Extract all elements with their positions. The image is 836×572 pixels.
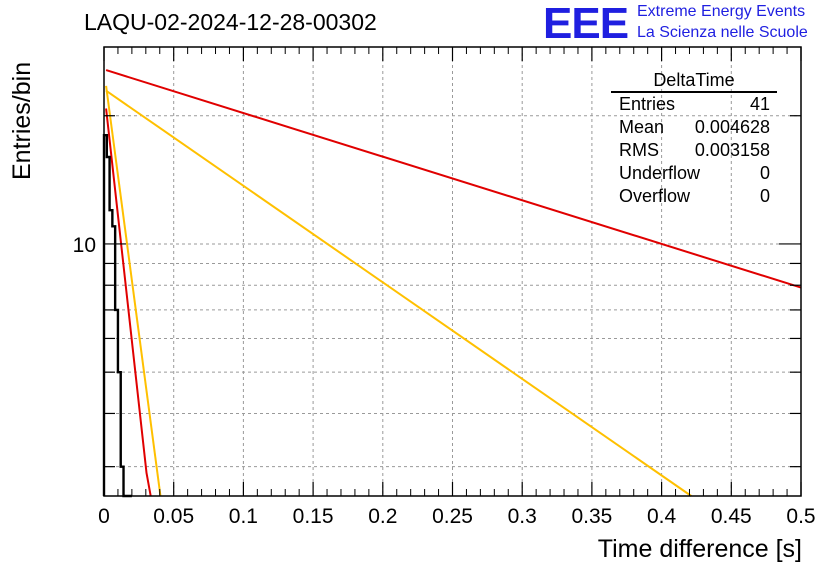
logo-line-2: La Scienza nelle Scuole <box>637 24 808 41</box>
stats-value: 0.004628 <box>694 117 770 137</box>
stats-row-mean: Mean 0.004628 <box>611 116 777 139</box>
chart-title: LAQU-02-2024-12-28-00302 <box>84 9 377 35</box>
curves <box>102 69 802 498</box>
logo-line-1: Extreme Energy Events <box>637 3 806 20</box>
stats-row-entries: Entries 41 <box>611 93 777 116</box>
stats-row-underflow: Underflow 0 <box>611 162 777 185</box>
stats-row-overflow: Overflow 0 <box>611 185 777 208</box>
x-tick-label: 0.45 <box>711 505 752 528</box>
x-tick-label: 0 <box>98 505 110 528</box>
stats-label: Underflow <box>619 163 701 183</box>
stats-value: 0 <box>759 163 770 183</box>
x-tick-label: 0.25 <box>432 505 473 528</box>
stats-value: 0 <box>759 186 770 206</box>
fit-curve <box>105 108 152 497</box>
eee-logo-mark: EEE <box>543 0 629 48</box>
stats-value: 0.003158 <box>694 140 770 160</box>
x-tick-label: 0.05 <box>153 505 194 528</box>
stats-box: DeltaTime Entries 41 Mean 0.004628 RMS 0… <box>611 70 777 208</box>
x-axis-label: Time difference [s] <box>597 535 802 563</box>
y-axis-label: Entries/bin <box>8 61 36 180</box>
x-tick-label: 0.3 <box>508 505 537 528</box>
x-tick-label: 0.2 <box>368 505 397 528</box>
x-tick-label: 0.1 <box>229 505 258 528</box>
stats-label: Mean <box>619 117 665 137</box>
stats-row-rms: RMS 0.003158 <box>611 139 777 162</box>
tick-labels: 0 0.05 0.1 0.15 0.2 0.25 0.3 0.35 0.4 0.45 0.5 10 <box>73 234 816 528</box>
stats-value: 41 <box>749 94 770 114</box>
fit-curve <box>105 69 802 289</box>
histogram-series <box>102 134 132 498</box>
plot-frame <box>103 46 802 497</box>
stats-label: Overflow <box>619 186 691 206</box>
stats-label: RMS <box>619 140 659 160</box>
x-tick-label: 0.35 <box>571 505 612 528</box>
fit-curve <box>105 85 162 497</box>
stats-label: Entries <box>619 94 676 114</box>
grid <box>104 47 801 496</box>
y-tick-label: 10 <box>73 234 96 257</box>
x-tick-label: 0.4 <box>647 505 677 528</box>
x-tick-label: 0.5 <box>786 505 815 528</box>
stats-title: DeltaTime <box>611 70 777 93</box>
x-tick-label: 0.15 <box>293 505 334 528</box>
fit-curve <box>105 89 692 497</box>
